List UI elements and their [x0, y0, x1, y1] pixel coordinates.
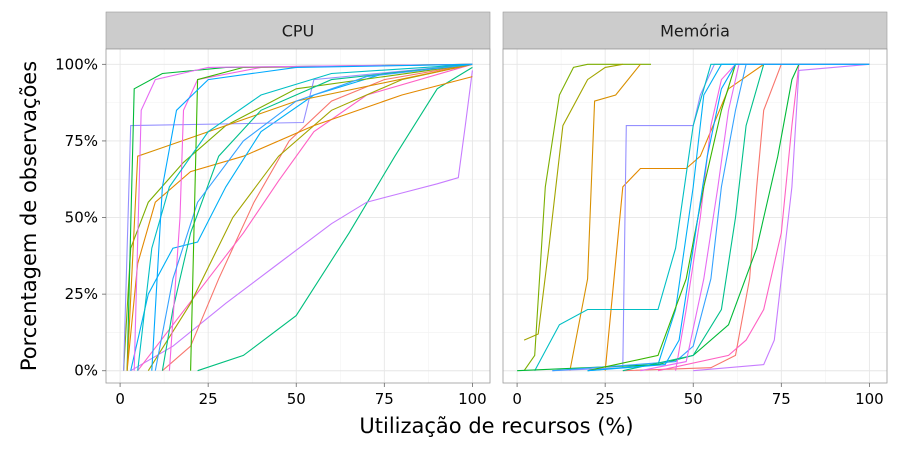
panel-title: CPU — [282, 22, 315, 41]
series-line-9 — [123, 63, 473, 371]
y-tick-label: 75% — [65, 132, 98, 150]
series-line-8 — [622, 63, 870, 372]
series-line-14 — [154, 63, 473, 371]
panel-title: Memória — [660, 22, 730, 41]
x-tick-label: 75 — [375, 390, 394, 408]
y-tick-label: 0% — [74, 362, 98, 380]
series-line-2 — [523, 63, 623, 341]
x-tick-label: 75 — [772, 390, 791, 408]
series-line-9 — [657, 63, 870, 372]
x-tick-label: 0 — [512, 390, 522, 408]
y-tick-label: 25% — [65, 285, 98, 303]
panel-2: Memória 0 25 50 75 100 — [502, 11, 888, 408]
series-line-3 — [569, 63, 641, 371]
plot-background — [503, 49, 887, 383]
x-tick-label: 0 — [115, 390, 125, 408]
x-tick-label: 50 — [287, 390, 306, 408]
x-axis-title: Utilização de recursos (%) — [359, 414, 633, 438]
x-tick-label: 100 — [855, 390, 884, 408]
series-line-12 — [161, 63, 473, 371]
panel-strip — [502, 11, 888, 50]
series-line-6 — [126, 76, 473, 371]
series-line-1 — [197, 66, 473, 372]
y-tick-label: 50% — [65, 209, 98, 227]
series-line-3 — [162, 63, 473, 372]
x-tick-label: 25 — [199, 390, 218, 408]
series-line-16 — [137, 63, 473, 371]
y-axis-title: Porcentagem de observações — [17, 61, 41, 371]
series-line-4 — [137, 63, 473, 372]
x-tick-label: 100 — [458, 390, 487, 408]
panel-strip — [105, 11, 491, 50]
x-tick-label: 50 — [684, 390, 703, 408]
y-tick-label: 100% — [55, 55, 98, 73]
series-line-6 — [534, 63, 870, 371]
series-line-18 — [151, 63, 473, 371]
series-line-2 — [130, 70, 473, 372]
panel-1: CPU 0 25 50 75 100 0% 25% 50% 75% 100% — [55, 11, 491, 408]
plot-background — [106, 49, 490, 383]
panel-border — [502, 48, 888, 384]
series-line-7 — [130, 63, 473, 371]
series-line-10 — [693, 63, 870, 372]
series-line-17 — [587, 63, 870, 372]
series-line-17 — [133, 63, 473, 371]
series-line-5 — [147, 63, 473, 371]
x-tick-label: 25 — [596, 390, 615, 408]
panel-border — [105, 48, 491, 384]
series-line-1 — [523, 63, 651, 372]
